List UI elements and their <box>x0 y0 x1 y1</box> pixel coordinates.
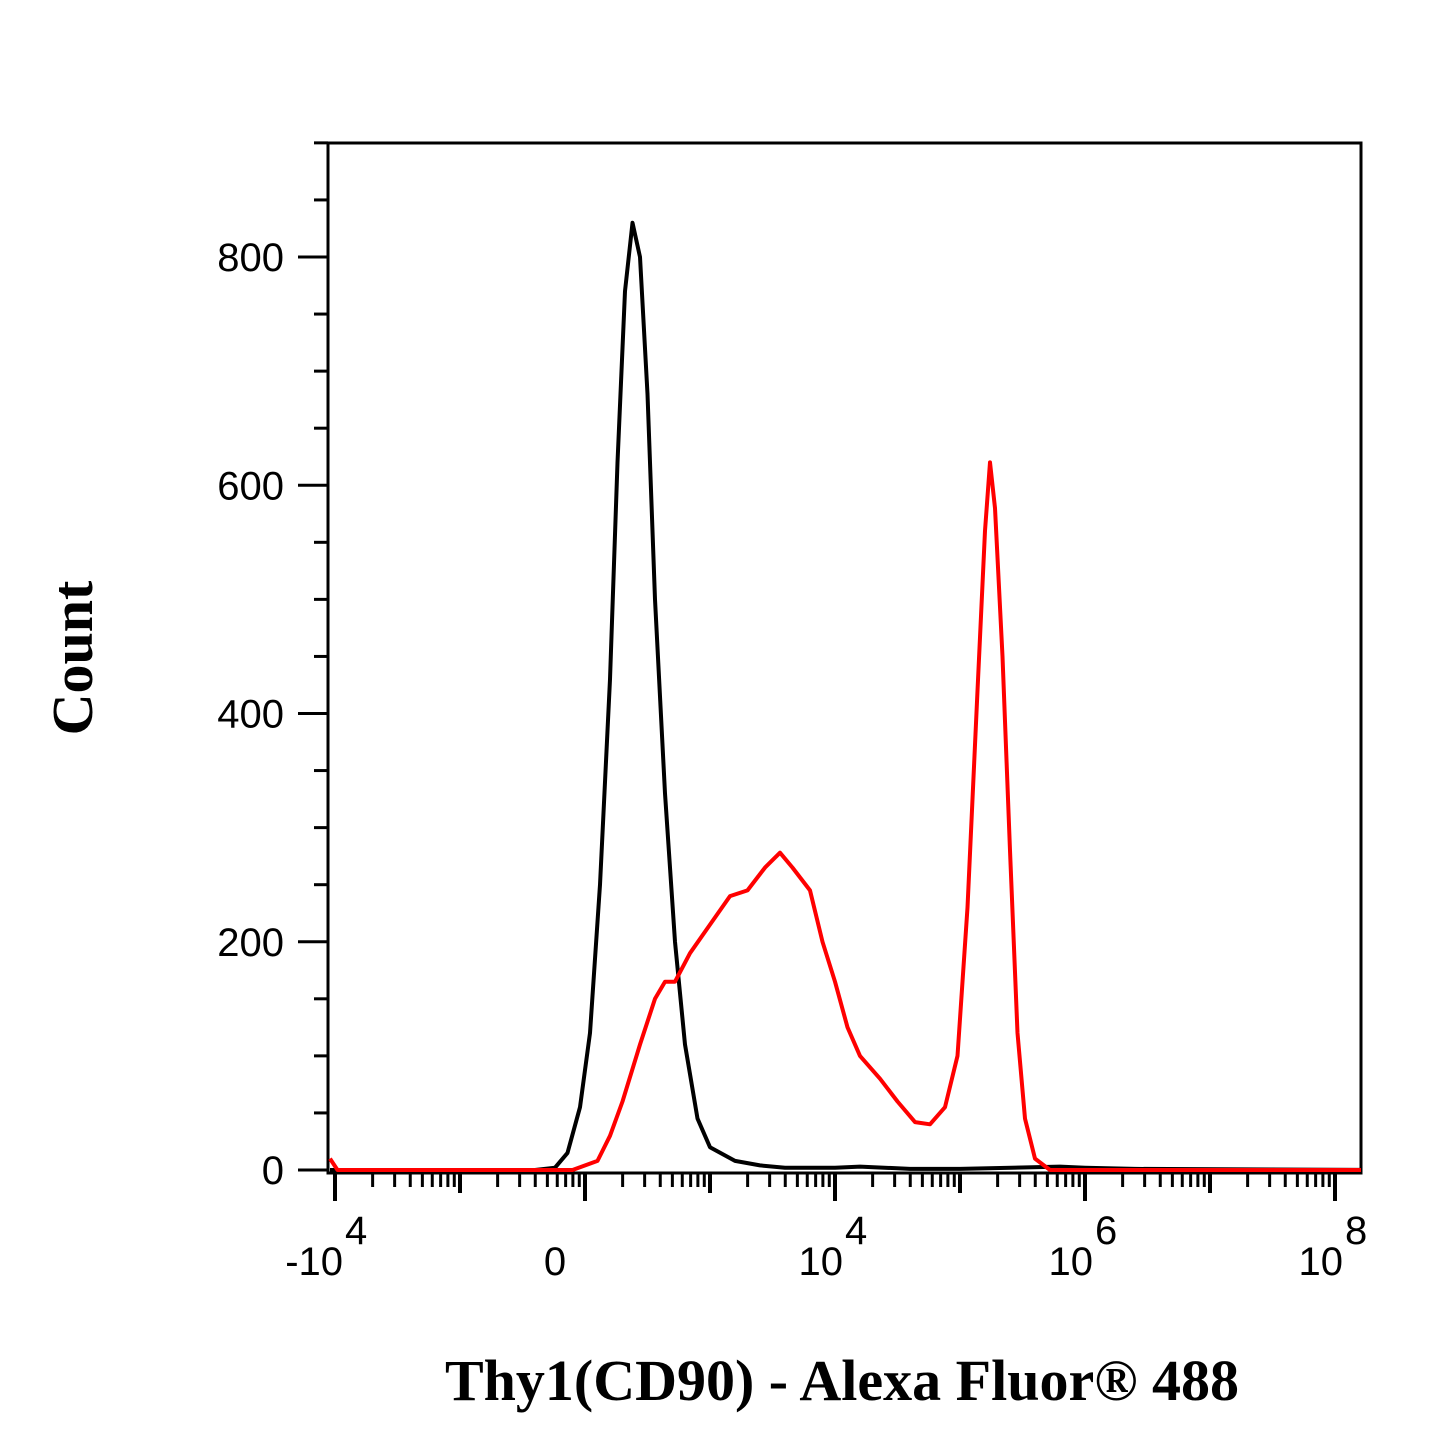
series-line-2 <box>328 460 1361 1172</box>
x-tick-label: 108 <box>1299 1209 1368 1284</box>
x-axis-title: Thy1(CD90) - Alexa Fluor® 488 <box>445 1348 1239 1413</box>
y-tick-label: 400 <box>217 693 284 737</box>
x-tick-label-exponent: 4 <box>345 1209 367 1253</box>
y-tick-label: 0 <box>262 1149 284 1193</box>
x-tick-label-base: 10 <box>799 1240 844 1284</box>
x-tick-label: 104 <box>799 1209 868 1284</box>
x-tick-label-exponent: 8 <box>1345 1209 1367 1253</box>
x-tick-label: 106 <box>1049 1209 1118 1284</box>
y-tick-label: 600 <box>217 464 284 508</box>
y-axis: 0 200 400 600 800 <box>217 141 328 1193</box>
series-group <box>328 220 1361 1172</box>
y-tick-label: 200 <box>217 921 284 965</box>
x-tick-label-base: -10 <box>285 1240 343 1284</box>
x-tick-label: 0 <box>544 1240 566 1284</box>
series-line-1 <box>330 220 1361 1172</box>
y-axis-title: Count <box>40 580 105 735</box>
x-tick-label-exponent: 6 <box>1095 1209 1117 1253</box>
x-tick-label-exponent: 4 <box>845 1209 867 1253</box>
x-tick-label-base: 10 <box>1049 1240 1094 1284</box>
x-tick-label-base: 10 <box>1299 1240 1344 1284</box>
x-tick-label: -104 <box>285 1209 367 1284</box>
x-tick-label-base: 0 <box>544 1240 566 1284</box>
y-tick-label: 800 <box>217 236 284 280</box>
